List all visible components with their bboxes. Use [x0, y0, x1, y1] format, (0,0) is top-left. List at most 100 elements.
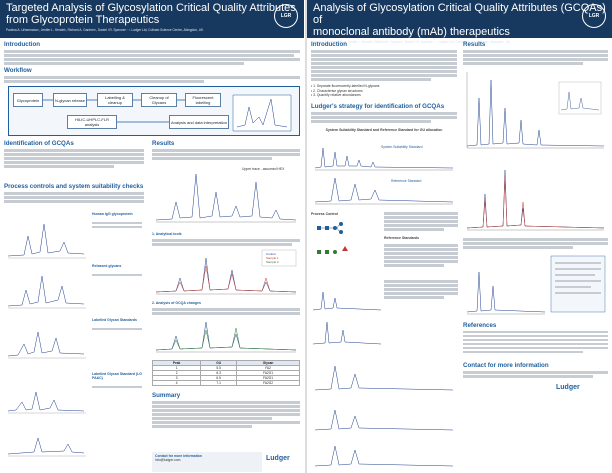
text-block [4, 149, 144, 152]
text-block [463, 375, 593, 378]
text-block [4, 192, 144, 195]
results-subheading: 2. Analysis of GCQA changes [152, 301, 201, 305]
ludger-logo: Ludger [556, 384, 580, 391]
text-block [152, 308, 300, 311]
ref-standards-heading: Reference Standards [384, 236, 420, 240]
text-block [4, 54, 294, 57]
text-block [92, 222, 142, 224]
results-chromatogram: Upper trace - assumed HEX [155, 167, 297, 223]
poster1-logo: LGR [274, 4, 298, 28]
workflow-step: Analysis and data interpretation [169, 115, 229, 129]
text-block [311, 78, 431, 81]
standards-chromatogram: System Suitability Standard Reference St… [314, 145, 454, 205]
workflow-arrows [43, 94, 292, 132]
poster-divider [305, 0, 307, 473]
text-block [463, 54, 608, 57]
text-block [311, 74, 457, 77]
poster2-header: Analysis of Glycosylation Critical Quali… [307, 0, 612, 44]
text-block [384, 212, 458, 215]
workflow-diagram: Glycoprotein N-glycan release Labelling … [8, 86, 300, 136]
text-block [152, 413, 300, 416]
p2-results-chart-2 [466, 169, 605, 231]
refs-heading: References [463, 322, 497, 329]
text-block [384, 216, 458, 219]
poster2-authors: Paulina A. Urbanowicz¹, Jenifer L. Hende… [313, 40, 511, 44]
poster1-title: Targeted Analysis of Glycosylation Criti… [6, 2, 296, 26]
text-block [152, 417, 272, 420]
text-block [463, 238, 608, 241]
text-block [152, 401, 300, 404]
p2-results-chart [466, 72, 605, 149]
p2-contact-heading: Contact for more information [463, 362, 549, 369]
text-block [152, 149, 300, 152]
text-block [311, 120, 431, 123]
text-block [384, 260, 458, 263]
text-block [4, 161, 144, 164]
text-block [92, 274, 142, 276]
workflow-step: N-glycan release [53, 93, 87, 107]
text-block [152, 405, 300, 408]
text-block [384, 292, 458, 295]
ludger-logo: Ludger [266, 455, 290, 462]
process-label: Labelled Glycan Standard (LG PA&C) [92, 372, 142, 381]
text-block [384, 280, 458, 283]
workflow-step: Fluorescent labelling [185, 93, 221, 107]
text-block [4, 80, 204, 83]
text-block [4, 153, 144, 156]
text-block [463, 371, 608, 374]
std-label: System Suitability Standard [381, 145, 423, 149]
glycan-structures [317, 222, 348, 254]
text-block [463, 62, 583, 65]
reference-line [463, 347, 608, 349]
text-block [152, 157, 272, 160]
text-block [92, 328, 142, 330]
text-block [4, 196, 144, 199]
table-row: 4 7.1 FA2G2 [151, 380, 300, 386]
ref-chromatograms [312, 291, 382, 345]
text-block [384, 224, 458, 227]
text-block [311, 66, 457, 69]
text-block [311, 58, 457, 61]
poster1-header: Targeted Analysis of Glycosylation Criti… [0, 0, 304, 38]
gcqa-heading: Identification of GCQAs [4, 140, 74, 147]
aim-item: 3. Quantify relative abundances [311, 93, 457, 98]
text-block [384, 284, 458, 287]
text-block [384, 228, 444, 231]
text-block [384, 264, 444, 267]
text-block [152, 243, 292, 246]
text-block [311, 70, 457, 73]
text-block [311, 112, 457, 115]
workflow-step: Labelling & cleanup [97, 93, 133, 107]
aim-item: 2. Characterise glycan structures [311, 89, 457, 94]
process-chromatograms [7, 223, 86, 457]
workflow-heading: Workflow [4, 67, 32, 74]
process-label: Released glycans [92, 264, 122, 268]
poster1-authors: Paulina A. Urbanowicz¹, Jenifer L. Hende… [6, 28, 204, 32]
aim-item: 1. Separate fluorescently-labelled N-gly… [311, 84, 457, 89]
text-block [4, 200, 144, 203]
legend-entry: Control [266, 252, 276, 256]
text-block [4, 76, 300, 79]
p2-bottom-chromatograms [314, 365, 454, 467]
workflow-step: Cleanup of Glycans [141, 93, 177, 107]
text-block [384, 244, 458, 247]
p2-aims-list: 1. Separate fluorescently-labelled N-gly… [311, 84, 457, 98]
chromatogram-note: Upper trace - assumed HEX [242, 167, 285, 171]
text-block [311, 116, 457, 119]
poster1-contact: Contact for more information info@ludger… [152, 452, 262, 472]
text-block [152, 239, 300, 242]
p2-results-heading: Results [463, 41, 486, 48]
process-label: Human IgG glycoprotein [92, 212, 133, 216]
text-block [152, 409, 300, 412]
text-block [4, 58, 300, 61]
process-heading: Process controls and system suitability … [4, 183, 144, 190]
text-block [4, 157, 144, 160]
legend-entry: Sample 1 [266, 256, 279, 260]
results-subheading: 1. Analytical tools [152, 232, 182, 236]
reference-line [463, 351, 583, 353]
results-stacked-chart [155, 321, 297, 353]
text-block [463, 242, 608, 245]
contact-heading: Contact for more information [155, 454, 202, 458]
text-block [463, 58, 608, 61]
glycan-table: Peak GU Glycan 1 5.5 FA2 2 6.3 FA2G1 3 6.5 FA2G1… [151, 360, 300, 386]
